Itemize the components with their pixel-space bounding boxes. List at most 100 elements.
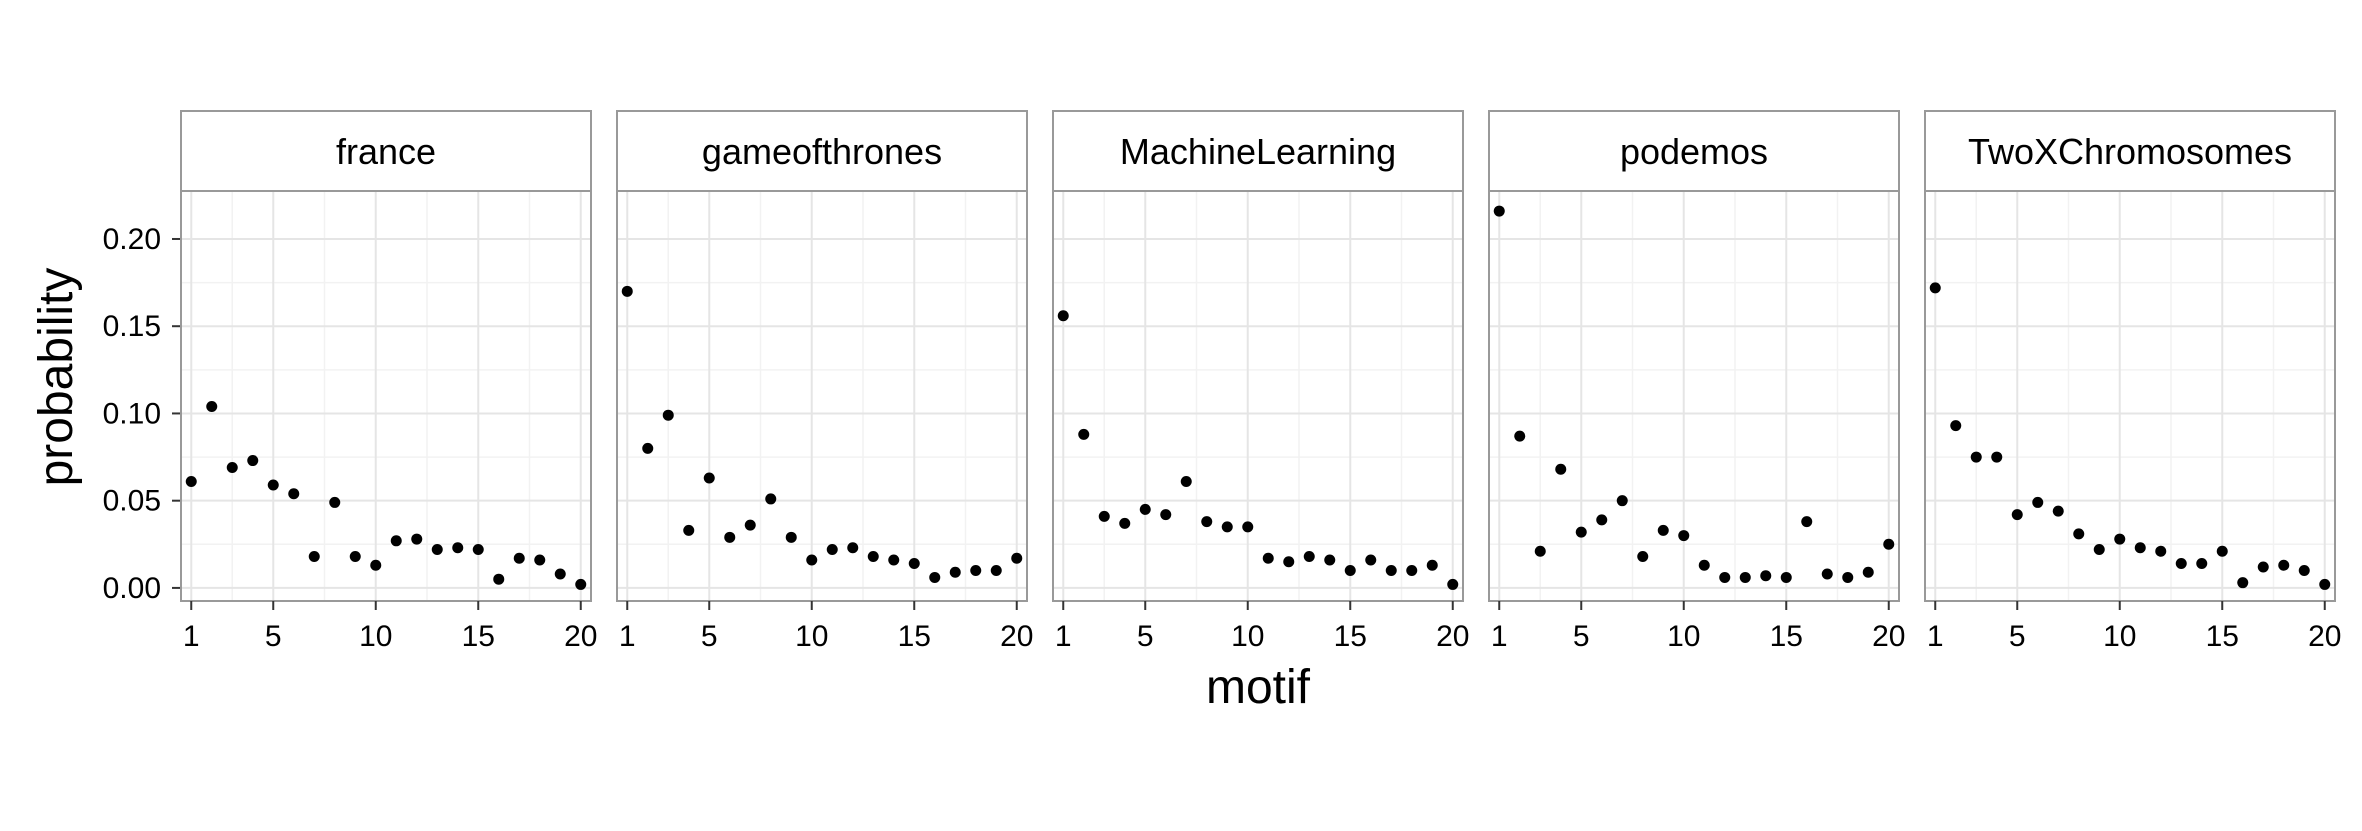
- data-point: [785, 531, 797, 543]
- data-point: [2298, 564, 2310, 576]
- x-tick-label: 20: [1436, 620, 1469, 653]
- x-tick-label: 10: [1231, 620, 1264, 653]
- panel-border: [1488, 190, 1900, 602]
- y-axis-title: probability: [30, 268, 83, 487]
- data-point: [226, 462, 238, 474]
- data-point: [1821, 568, 1833, 580]
- data-point: [575, 578, 587, 590]
- data-point: [1365, 554, 1377, 566]
- data-point: [2237, 577, 2249, 589]
- data-point: [2278, 559, 2290, 571]
- x-tick-label: 15: [898, 620, 931, 653]
- x-tick-label: 20: [1872, 620, 1905, 653]
- plot-background: [1053, 191, 1463, 601]
- x-tick-label: 5: [1573, 620, 1590, 653]
- data-point: [1514, 430, 1526, 442]
- data-point: [1842, 571, 1854, 583]
- x-tick-label: 5: [1137, 620, 1154, 653]
- data-point: [929, 571, 941, 583]
- data-point: [744, 519, 756, 531]
- data-point: [1385, 564, 1397, 576]
- data-point: [1447, 578, 1459, 590]
- x-tick-label: 20: [1000, 620, 1033, 653]
- data-point: [2257, 561, 2269, 573]
- facet-strip-label: podemos: [1620, 131, 1768, 172]
- data-point: [908, 557, 920, 569]
- data-point: [1283, 556, 1295, 568]
- data-point: [1303, 551, 1315, 563]
- data-point: [1078, 428, 1090, 440]
- data-point: [2114, 533, 2126, 545]
- y-tick-label: 0.10: [103, 397, 161, 430]
- data-point: [1344, 564, 1356, 576]
- data-point: [1575, 526, 1587, 538]
- x-tick-label: 10: [359, 620, 392, 653]
- data-point: [1011, 552, 1023, 564]
- data-point: [267, 479, 279, 491]
- plot-background: [181, 191, 591, 601]
- facet-strip: [1488, 110, 1900, 192]
- x-tick-label: 10: [2103, 620, 2136, 653]
- x-axis-title: motif: [1206, 661, 1311, 714]
- data-point: [806, 554, 818, 566]
- data-point: [1324, 554, 1336, 566]
- data-point: [411, 533, 423, 545]
- data-point: [765, 493, 777, 505]
- data-point: [1950, 420, 1962, 432]
- data-point: [1180, 475, 1192, 487]
- data-point: [2134, 542, 2146, 554]
- data-point: [1678, 530, 1690, 542]
- data-point: [370, 559, 382, 571]
- data-point: [1760, 570, 1772, 582]
- x-tick-label: 5: [265, 620, 282, 653]
- data-point: [1098, 510, 1110, 522]
- y-tick-label: 0.05: [103, 485, 161, 518]
- data-point: [2319, 578, 2331, 590]
- data-point: [724, 531, 736, 543]
- data-point: [431, 544, 443, 556]
- data-point: [1970, 451, 1982, 463]
- y-tick-label: 0.00: [103, 572, 161, 605]
- data-point: [1057, 310, 1069, 322]
- data-point: [1883, 538, 1895, 550]
- data-point: [1242, 521, 1254, 533]
- x-tick-label: 15: [462, 620, 495, 653]
- data-point: [2073, 528, 2085, 540]
- data-point: [513, 552, 525, 564]
- data-point: [288, 488, 300, 500]
- data-point: [2093, 544, 2105, 556]
- data-point: [1555, 463, 1567, 475]
- data-point: [329, 496, 341, 508]
- data-point: [1221, 521, 1233, 533]
- data-point: [1780, 571, 1792, 583]
- facet-strip-label: france: [336, 131, 436, 172]
- data-point: [1596, 514, 1608, 526]
- x-tick-label: 1: [619, 620, 636, 653]
- data-point: [949, 566, 961, 578]
- data-point: [1657, 524, 1669, 536]
- panel-border: [180, 190, 592, 602]
- plot-background: [1925, 191, 2335, 601]
- x-tick-label: 1: [1491, 620, 1508, 653]
- data-point: [472, 544, 484, 556]
- x-tick-label: 15: [2206, 620, 2239, 653]
- data-point: [1616, 495, 1628, 507]
- data-point: [1426, 559, 1438, 571]
- data-point: [1493, 205, 1505, 217]
- x-tick-label: 20: [564, 620, 597, 653]
- x-tick-label: 5: [2009, 620, 2026, 653]
- data-point: [206, 400, 218, 412]
- x-tick-label: 10: [1667, 620, 1700, 653]
- data-point: [683, 524, 695, 536]
- plot-background: [1489, 191, 1899, 601]
- facet-strip: [180, 110, 592, 192]
- data-point: [990, 564, 1002, 576]
- data-point: [1719, 571, 1731, 583]
- data-point: [1862, 566, 1874, 578]
